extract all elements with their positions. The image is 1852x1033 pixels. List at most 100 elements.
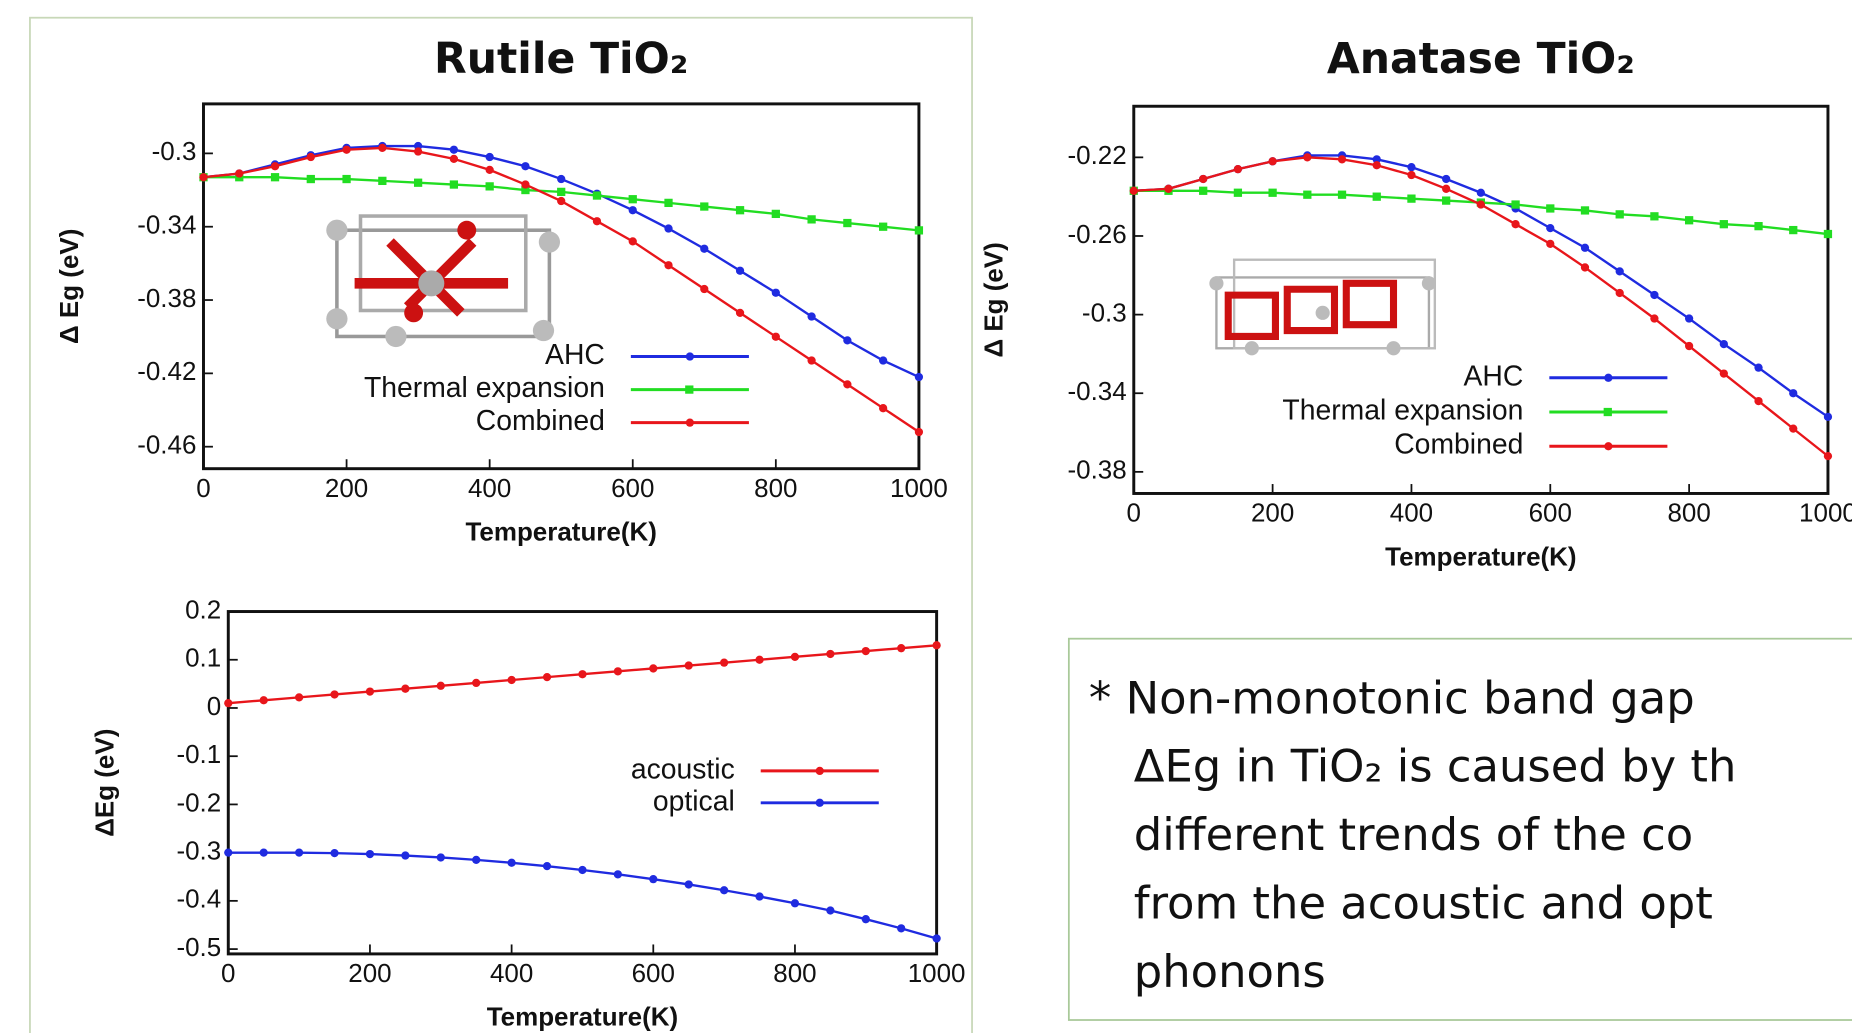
point <box>271 162 279 170</box>
x-tick-label: 600 <box>611 473 654 503</box>
point <box>307 175 315 183</box>
point <box>1546 224 1554 232</box>
x-tick-label: 0 <box>1127 498 1141 528</box>
plot-frame <box>228 612 936 954</box>
point <box>1754 364 1762 372</box>
x-tick-label: 800 <box>1667 498 1710 528</box>
point <box>1546 240 1554 248</box>
point <box>649 664 657 672</box>
point <box>1442 196 1450 204</box>
point <box>897 644 905 652</box>
point <box>330 690 338 698</box>
point <box>414 147 422 155</box>
point <box>414 179 422 187</box>
point <box>1685 216 1693 224</box>
point <box>260 849 268 857</box>
point <box>1234 189 1242 197</box>
y-tick-label: -0.42 <box>137 356 196 386</box>
point <box>897 924 905 932</box>
point <box>1754 222 1762 230</box>
point <box>450 180 458 188</box>
note-line: different trends of the co <box>1134 808 1693 861</box>
point <box>1407 163 1415 171</box>
legend-marker <box>1604 442 1612 450</box>
x-axis-label: Temperature(K) <box>487 1002 678 1032</box>
point <box>1268 157 1276 165</box>
legend-marker <box>1604 408 1612 416</box>
legend-label: Thermal expansion <box>1282 395 1523 427</box>
point <box>1373 193 1381 201</box>
point <box>330 849 338 857</box>
x-tick-label: 600 <box>632 958 675 988</box>
point <box>772 210 780 218</box>
point <box>1164 185 1172 193</box>
point <box>932 934 940 942</box>
point <box>1650 314 1658 322</box>
point <box>1338 155 1346 163</box>
legend-marker <box>1604 374 1612 382</box>
point <box>685 880 693 888</box>
legend-marker <box>686 352 694 360</box>
y-tick-label: -0.34 <box>1067 376 1126 406</box>
legend-marker <box>816 799 824 807</box>
x-tick-label: 400 <box>1390 498 1433 528</box>
point <box>879 356 887 364</box>
point <box>1199 175 1207 183</box>
point <box>378 177 386 185</box>
point <box>664 199 672 207</box>
y-axis-label: ΔEg (eV) <box>90 729 120 837</box>
point <box>826 906 834 914</box>
point <box>843 380 851 388</box>
point <box>1234 165 1242 173</box>
point <box>1824 230 1832 238</box>
y-tick-label: 0.2 <box>185 594 221 624</box>
x-tick-label: 200 <box>348 958 391 988</box>
x-tick-label: 600 <box>1529 498 1572 528</box>
point <box>807 356 815 364</box>
x-tick-label: 1000 <box>908 958 966 988</box>
x-tick-label: 800 <box>773 958 816 988</box>
point <box>1685 342 1693 350</box>
point <box>1303 153 1311 161</box>
point <box>295 693 303 701</box>
y-tick-label: -0.38 <box>137 283 196 313</box>
point <box>720 886 728 894</box>
point <box>578 670 586 678</box>
point <box>1303 191 1311 199</box>
point <box>543 862 551 870</box>
legend-label: Combined <box>476 405 605 437</box>
note-line: ΔEg in TiO₂ is caused by th <box>1134 740 1737 793</box>
point <box>736 206 744 214</box>
point <box>1442 185 1450 193</box>
point <box>736 267 744 275</box>
point <box>807 215 815 223</box>
point <box>1789 424 1797 432</box>
point <box>1789 389 1797 397</box>
point <box>1407 195 1415 203</box>
point <box>1130 187 1138 195</box>
point <box>1824 413 1832 421</box>
legend-label: AHC <box>1464 360 1524 392</box>
point <box>915 428 923 436</box>
point <box>772 333 780 341</box>
point <box>401 851 409 859</box>
series-line <box>228 853 936 939</box>
point <box>614 870 622 878</box>
legend-label: acoustic <box>631 753 735 785</box>
point <box>1754 397 1762 405</box>
point <box>1546 204 1554 212</box>
point <box>1511 220 1519 228</box>
point <box>307 153 315 161</box>
point <box>629 206 637 214</box>
point <box>791 899 799 907</box>
x-tick-label: 1000 <box>890 473 948 503</box>
point <box>260 696 268 704</box>
note-line: from the acoustic and opt <box>1134 877 1713 930</box>
legend-label: Thermal expansion <box>364 372 605 404</box>
legend-marker <box>686 419 694 427</box>
y-axis-label: Δ Eg (eV) <box>979 242 1009 357</box>
point <box>700 285 708 293</box>
point <box>557 175 565 183</box>
point <box>295 849 303 857</box>
chart-title: Anatase TiO₂ <box>1327 35 1635 84</box>
